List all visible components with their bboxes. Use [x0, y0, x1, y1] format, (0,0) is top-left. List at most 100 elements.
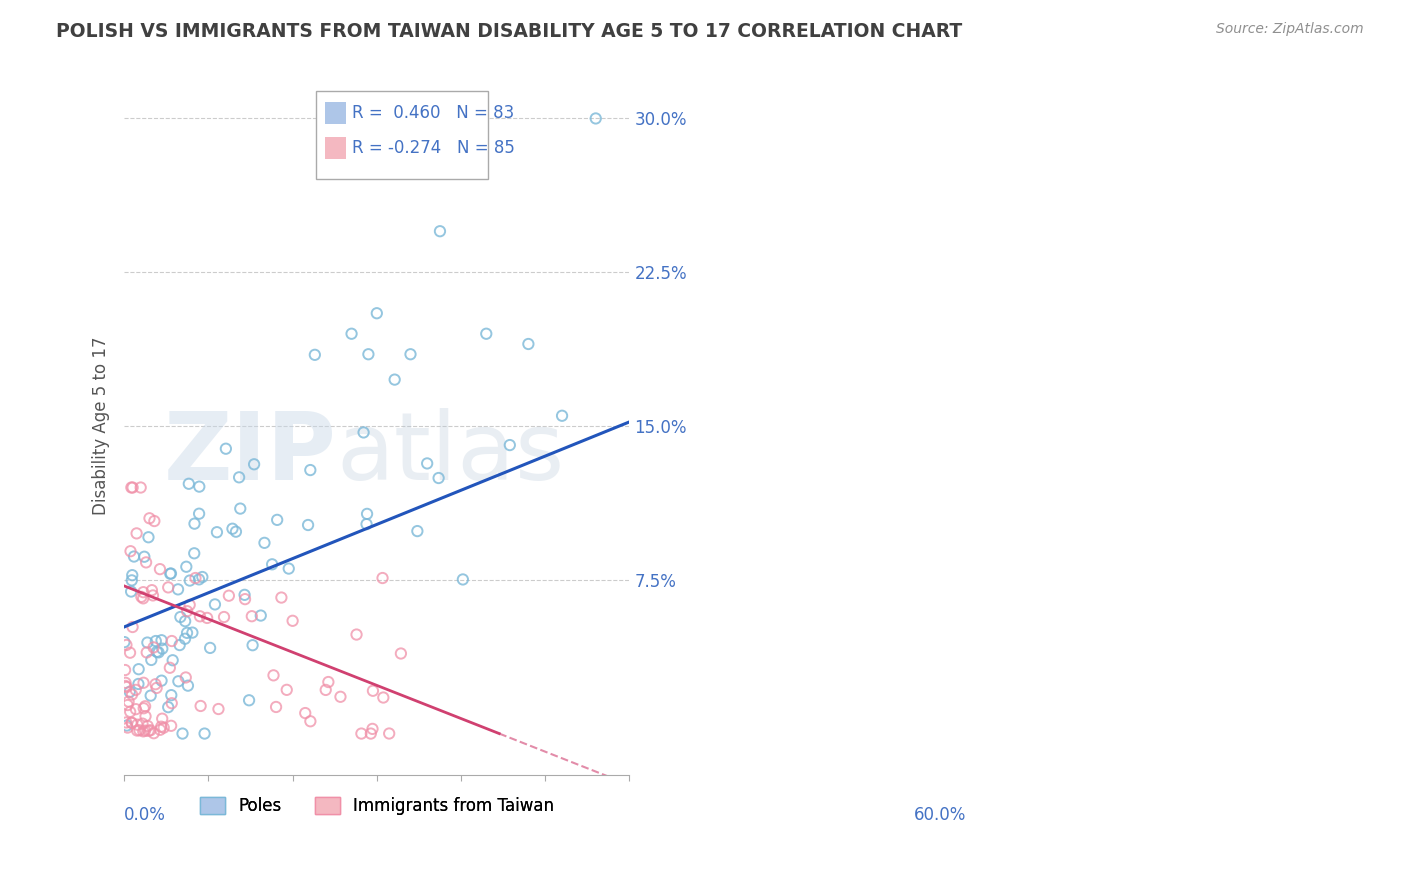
Text: 60.0%: 60.0% [914, 806, 966, 824]
FancyBboxPatch shape [325, 136, 346, 159]
Point [150, 712, 173, 726]
Point [145, 634, 167, 648]
Point [160, 688, 183, 702]
Text: POLISH VS IMMIGRANTS FROM TAIWAN DISABILITY AGE 5 TO 17 CORRELATION CHART: POLISH VS IMMIGRANTS FROM TAIWAN DISABIL… [56, 22, 963, 41]
Point [276, 682, 298, 697]
Point [179, 598, 201, 612]
Point [357, 347, 380, 361]
Point [132, 701, 155, 715]
Point [152, 721, 174, 735]
Point [120, 544, 142, 558]
Point [249, 608, 271, 623]
Point [228, 470, 250, 484]
Point [176, 559, 198, 574]
Point [174, 614, 197, 628]
Text: R =  0.460   N = 83: R = 0.460 N = 83 [352, 104, 515, 122]
Point [356, 507, 378, 521]
Point [148, 645, 170, 659]
Point [121, 715, 143, 730]
Point [125, 526, 148, 541]
Point [318, 675, 340, 690]
Point [145, 677, 167, 691]
Point [134, 699, 156, 714]
Point [221, 522, 243, 536]
Point [160, 634, 183, 648]
Point [233, 588, 256, 602]
Point [361, 722, 384, 736]
Point [146, 645, 169, 659]
Point [253, 536, 276, 550]
Point [149, 723, 172, 737]
Point [138, 511, 160, 525]
Point [169, 610, 191, 624]
Point [262, 558, 284, 572]
Point [238, 693, 260, 707]
Point [134, 723, 156, 738]
Point [176, 604, 198, 618]
Point [193, 726, 215, 740]
Point [240, 609, 263, 624]
Point [451, 573, 474, 587]
Point [340, 326, 363, 341]
Point [150, 720, 173, 734]
Point [114, 675, 136, 690]
Point [127, 677, 149, 691]
Point [281, 614, 304, 628]
FancyBboxPatch shape [316, 91, 488, 178]
Point [190, 698, 212, 713]
Point [120, 715, 142, 730]
Point [138, 530, 160, 544]
Point [157, 581, 180, 595]
Point [389, 647, 412, 661]
Point [177, 679, 200, 693]
Point [129, 481, 152, 495]
Point [125, 682, 148, 697]
Text: 0.0%: 0.0% [124, 806, 166, 824]
Point [225, 524, 247, 539]
Point [117, 721, 139, 735]
Point [243, 457, 266, 471]
Point [135, 555, 157, 569]
Point [218, 589, 240, 603]
Point [356, 517, 378, 532]
Point [141, 583, 163, 598]
Point [299, 714, 322, 729]
Point [128, 662, 150, 676]
Point [294, 706, 316, 720]
Point [551, 409, 574, 423]
Point [266, 513, 288, 527]
Point [142, 640, 165, 655]
Point [242, 638, 264, 652]
Point [118, 646, 141, 660]
Point [120, 584, 142, 599]
Point [131, 590, 153, 604]
Point [114, 679, 136, 693]
Point [329, 690, 352, 704]
Point [121, 620, 143, 634]
Point [138, 723, 160, 738]
Point [150, 673, 173, 688]
Point [188, 480, 211, 494]
Point [350, 726, 373, 740]
Point [176, 625, 198, 640]
Point [299, 463, 322, 477]
Point [145, 681, 167, 695]
Point [181, 625, 204, 640]
Point [121, 568, 143, 582]
Point [142, 726, 165, 740]
Point [172, 726, 194, 740]
Point [121, 574, 143, 588]
Point [160, 719, 183, 733]
Point [195, 611, 218, 625]
Point [157, 700, 180, 714]
Point [264, 700, 287, 714]
Point [139, 723, 162, 738]
Point [204, 598, 226, 612]
Point [122, 549, 145, 564]
Point [361, 683, 384, 698]
Point [427, 471, 450, 485]
Point [160, 566, 183, 581]
Point [174, 670, 197, 684]
Point [127, 723, 149, 738]
Point [384, 373, 406, 387]
